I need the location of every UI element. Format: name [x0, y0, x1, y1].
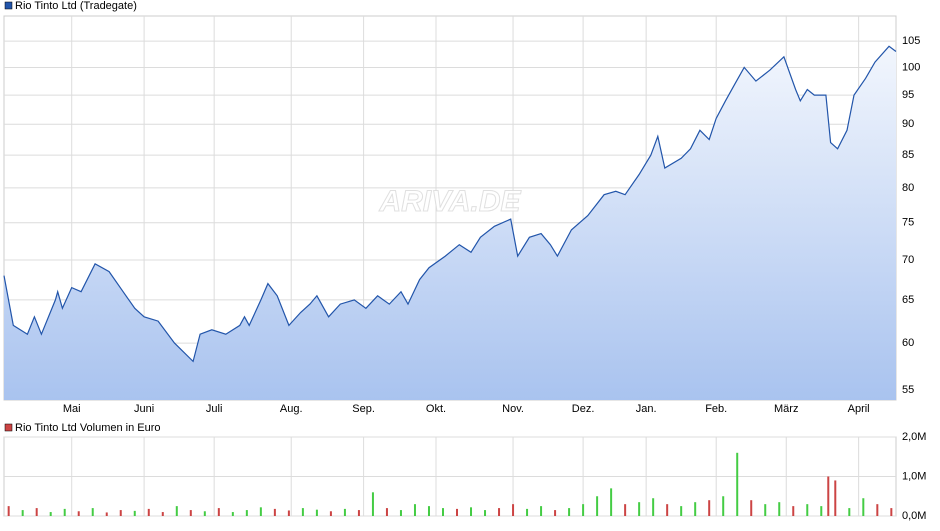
x-tick-label: Mai [63, 403, 81, 415]
x-tick-label: März [774, 403, 798, 415]
y-tick-label: 60 [902, 337, 914, 349]
volume-bar [343, 508, 346, 516]
volume-bar [652, 498, 655, 516]
y-tick-label: 55 [902, 384, 914, 396]
volume-bar [582, 504, 585, 516]
x-tick-label: Feb. [705, 403, 727, 415]
volume-bar [371, 492, 374, 516]
price-line [3, 45, 897, 363]
volume-bar [217, 508, 220, 516]
volume-bar [105, 512, 108, 516]
volume-bar [806, 504, 809, 516]
y-tick-label: 0,0M [902, 510, 926, 522]
volume-bar [876, 504, 879, 516]
volume-bar [694, 502, 697, 516]
volume-bar [610, 488, 613, 516]
volume-bar [764, 504, 767, 516]
x-tick-label: Nov. [502, 403, 524, 415]
volume-bar [35, 508, 38, 516]
volume-bar [203, 511, 206, 516]
volume-bar [413, 504, 416, 516]
volume-bar [722, 496, 725, 516]
volume-bar [680, 506, 683, 516]
volume-bar [484, 510, 487, 516]
y-tick-label: 85 [902, 149, 914, 161]
volume-bar [750, 500, 753, 516]
volume-bar [666, 504, 669, 516]
y-tick-label: 70 [902, 254, 914, 266]
volume-bar [624, 504, 627, 516]
volume-bar [708, 500, 711, 516]
legend-label: Rio Tinto Ltd Volumen in Euro [15, 422, 161, 434]
volume-bar [638, 502, 641, 516]
x-tick-label: Aug. [280, 403, 303, 415]
legend-swatch [4, 423, 13, 432]
volume-bar [427, 506, 430, 516]
legend-label: Rio Tinto Ltd (Tradegate) [15, 0, 137, 12]
volume-bar [329, 511, 332, 516]
volume-bar [862, 498, 865, 516]
volume-bar [385, 508, 388, 516]
volume-bar [91, 508, 94, 516]
volume-bar [175, 506, 178, 516]
x-tick-label: Juni [134, 403, 154, 415]
volume-bar [49, 512, 52, 516]
y-tick-label: 65 [902, 294, 914, 306]
watermark: ARIVA.DE [378, 185, 521, 218]
x-tick-label: Okt. [426, 403, 446, 415]
volume-bar [119, 510, 122, 516]
volume-bar [512, 504, 515, 516]
x-tick-label: Juli [206, 403, 223, 415]
x-tick-label: Dez. [572, 403, 595, 415]
volume-bar [498, 508, 501, 516]
y-tick-label: 90 [902, 118, 914, 130]
volume-bar [792, 506, 795, 516]
y-tick-label: 105 [902, 35, 920, 47]
volume-bar [568, 508, 571, 516]
volume-bar [554, 510, 557, 516]
x-tick-label: Jan. [636, 403, 657, 415]
x-tick-label: Sep. [352, 403, 375, 415]
volume-bar [456, 508, 459, 516]
volume-bar [259, 507, 262, 516]
volume-bar [147, 508, 150, 516]
volume-bar [133, 510, 136, 516]
y-tick-label: 80 [902, 182, 914, 194]
volume-bar [540, 506, 543, 516]
volume-bar [399, 510, 402, 516]
volume-bar [848, 508, 851, 516]
volume-bar [287, 510, 290, 516]
volume-bar [63, 508, 66, 516]
volume-bar [245, 510, 248, 516]
volume-bar [820, 506, 823, 516]
x-tick-label: April [848, 403, 870, 415]
volume-bar [834, 480, 837, 516]
volume-bar [596, 496, 599, 516]
volume-bar [77, 511, 80, 516]
area [4, 46, 896, 401]
y-tick-label: 2,0M [902, 431, 926, 443]
volume-bar [189, 510, 192, 516]
volume-bar [273, 508, 276, 516]
volume-bar [736, 452, 739, 516]
volume-bar [441, 508, 444, 516]
y-tick-label: 1,0M [902, 470, 926, 482]
volume-bar [470, 507, 473, 516]
volume-bar [526, 508, 529, 516]
volume-bar [301, 508, 304, 516]
y-tick-label: 100 [902, 61, 920, 73]
volume-bar [231, 512, 234, 516]
volume-bar [161, 512, 164, 516]
volume-bar [890, 508, 893, 516]
volume-bar [7, 506, 10, 516]
volume-bar [827, 476, 830, 516]
y-tick-label: 75 [902, 217, 914, 229]
volume-bar [778, 502, 781, 516]
volume-bar [315, 509, 318, 516]
volume-bar [357, 510, 360, 516]
legend-swatch [4, 1, 13, 10]
y-tick-label: 95 [902, 89, 914, 101]
volume-bar [21, 510, 24, 516]
